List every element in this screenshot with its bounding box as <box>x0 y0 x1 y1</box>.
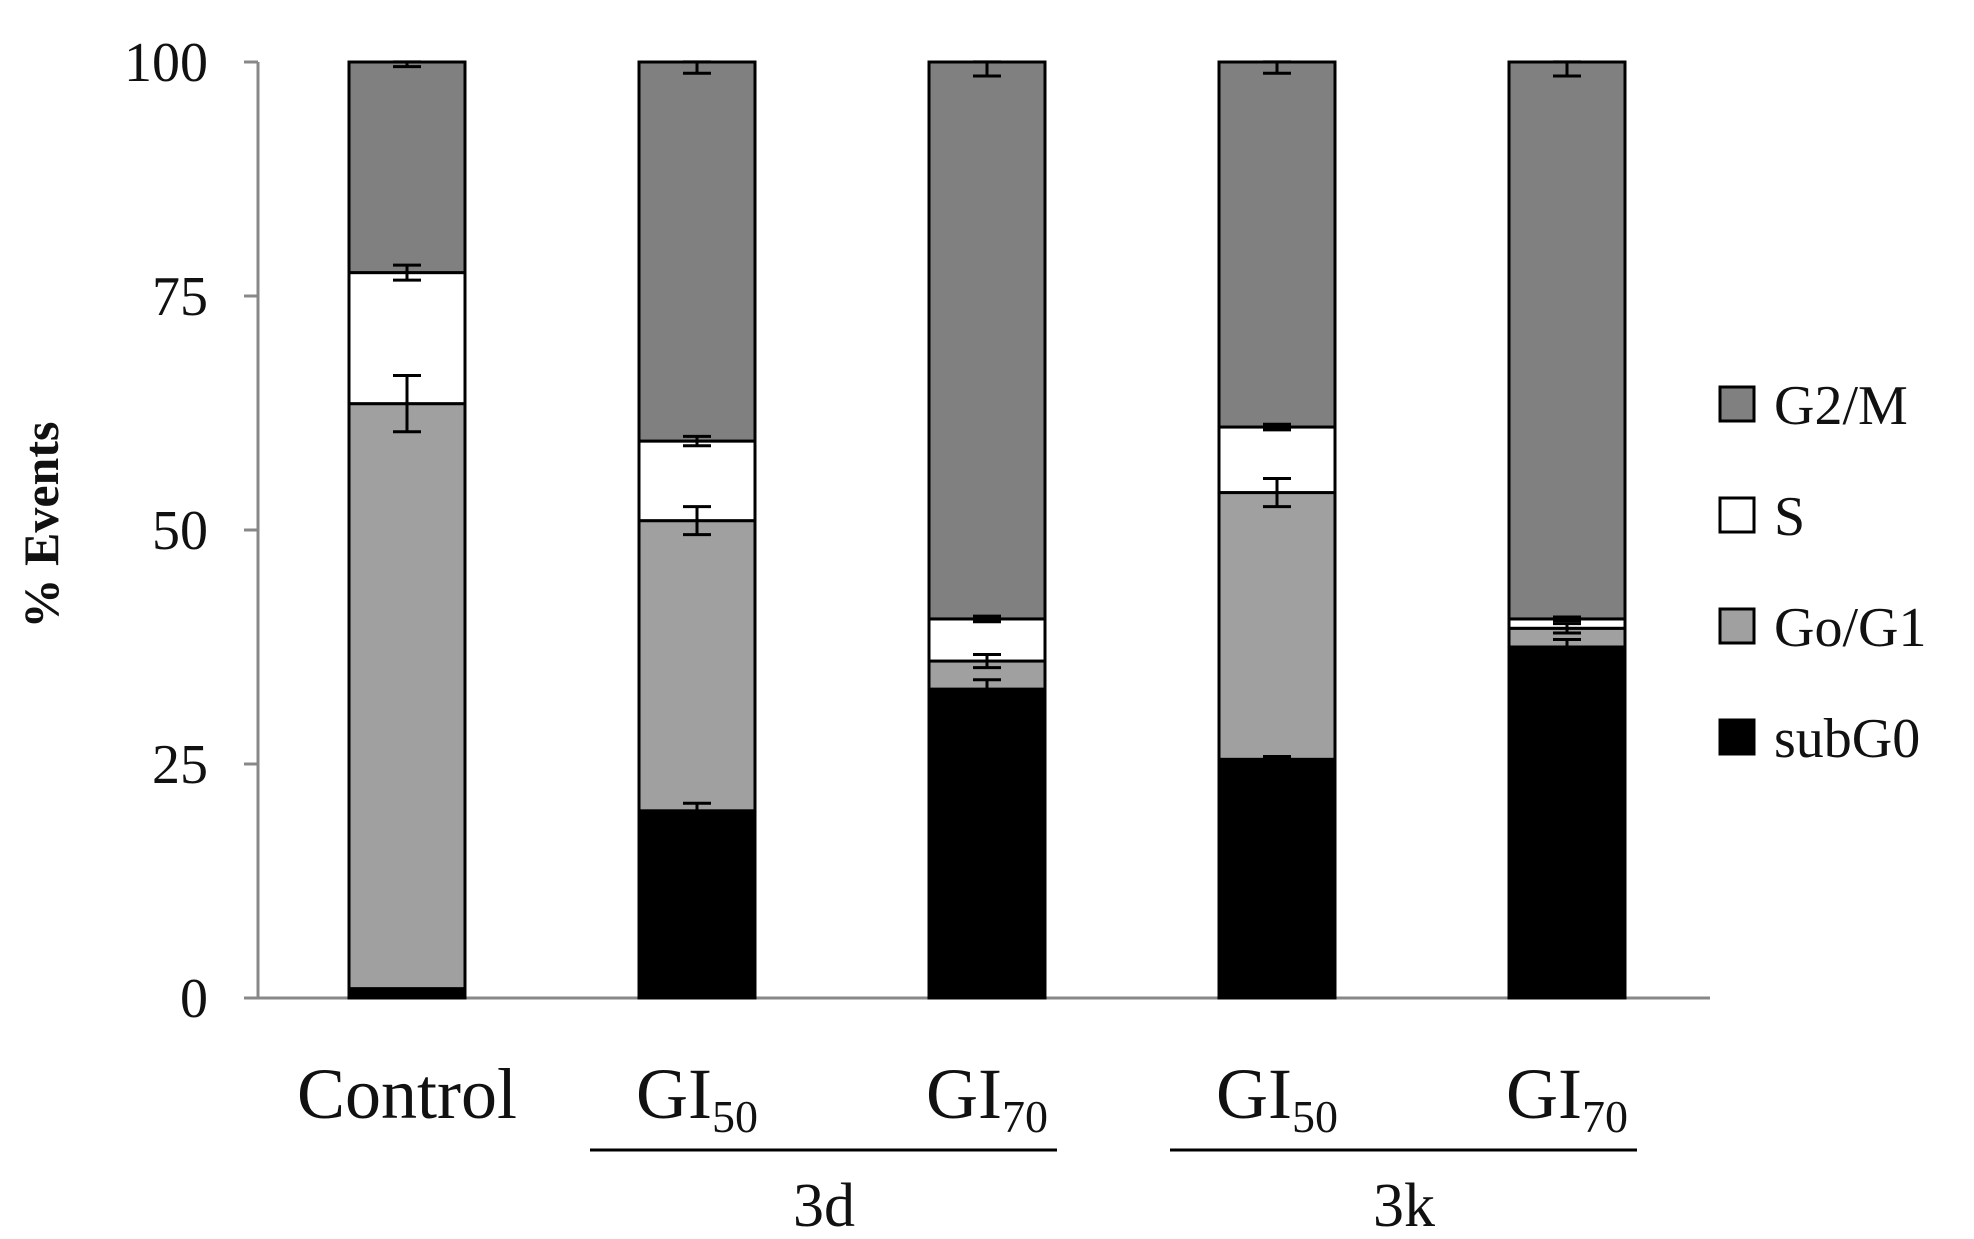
legend-swatch <box>1718 718 1756 756</box>
bar-segment-g2-m <box>637 60 757 443</box>
y-tick-label: 50 <box>152 500 208 562</box>
bar-segment-go-g1 <box>347 402 467 991</box>
group-label: 3d <box>793 1172 855 1239</box>
x-tick-label: GI50 <box>636 1054 758 1142</box>
bar-segment-subg0 <box>1507 645 1627 1000</box>
y-tick-label: 25 <box>152 734 208 796</box>
legend-label: subG0 <box>1774 708 1920 770</box>
group-label: 3k <box>1373 1172 1435 1239</box>
bar-segment-subg0 <box>1217 757 1337 1000</box>
bar-segment-subg0 <box>637 809 757 1000</box>
x-tick-label: GI70 <box>1506 1054 1628 1142</box>
legend-swatch <box>1718 496 1756 534</box>
plot-area: 0 25 50 75 100 Control GI50 GI70 GI50 GI70 3d 3k <box>124 32 1710 1239</box>
bar-segment-go-g1 <box>637 519 757 813</box>
legend: G2/M S Go/G1 subG0 <box>1718 375 1926 770</box>
x-tick-label: GI70 <box>926 1054 1048 1142</box>
bar-segment-g2-m <box>927 60 1047 621</box>
y-tick-label: 0 <box>180 968 208 1030</box>
bar-segment-g2-m <box>1217 60 1337 429</box>
legend-label: S <box>1774 486 1805 548</box>
y-tick-label: 75 <box>152 266 208 328</box>
bar-segment-g2-m <box>347 60 467 275</box>
legend-label: G2/M <box>1774 375 1908 437</box>
bar-segment-g2-m <box>1507 60 1627 621</box>
legend-label: Go/G1 <box>1774 597 1926 659</box>
y-axis-label: % Events <box>13 422 69 629</box>
bar-segment-go-g1 <box>1217 491 1337 761</box>
legend-swatch <box>1718 607 1756 645</box>
legend-swatch <box>1718 385 1756 423</box>
x-tick-label: GI50 <box>1216 1054 1338 1142</box>
x-tick-label: Control <box>297 1054 517 1134</box>
bar-segment-subg0 <box>927 687 1047 1000</box>
y-tick-label: 100 <box>124 32 208 94</box>
